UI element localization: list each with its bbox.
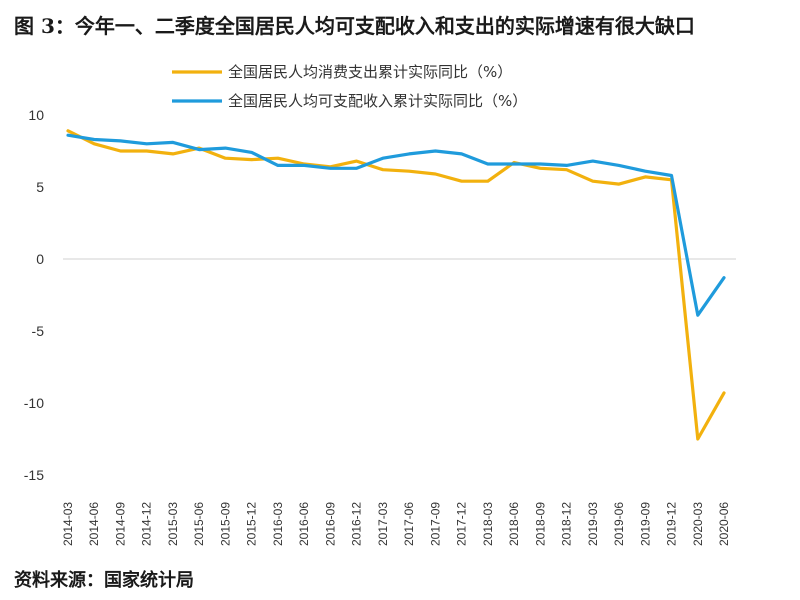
consumption-expenditure-line xyxy=(66,129,726,441)
x-tick-label: 2016-03 xyxy=(271,502,285,546)
x-tick-label: 2019-06 xyxy=(612,502,626,546)
x-tick-label: 2014-06 xyxy=(87,502,101,546)
y-tick-label: -10 xyxy=(24,395,44,411)
data-source-note: 资料来源：国家统计局 xyxy=(14,570,194,591)
x-tick-label: 2018-09 xyxy=(533,502,547,546)
x-tick-label: 2015-06 xyxy=(192,502,206,546)
disposable-income-line xyxy=(66,133,726,317)
x-tick-label: 2015-09 xyxy=(218,502,232,546)
x-tick-label: 2018-03 xyxy=(481,502,495,546)
x-tick-label: 2020-06 xyxy=(717,502,731,546)
chart-title: 图 3：今年一、二季度全国居民人均可支配收入和支出的实际增速有很大缺口 xyxy=(14,14,695,38)
x-tick-label: 2017-03 xyxy=(376,502,390,546)
x-tick-label: 2014-03 xyxy=(61,502,75,546)
y-tick-label: 10 xyxy=(28,107,44,123)
x-tick-label: 2015-12 xyxy=(245,502,259,546)
x-tick-label: 2020-03 xyxy=(691,502,705,546)
x-tick-label: 2017-06 xyxy=(402,502,416,546)
x-tick-label: 2018-06 xyxy=(507,502,521,546)
legend-label: 全国居民人均可支配收入累计实际同比（%） xyxy=(228,92,527,110)
x-tick-label: 2018-12 xyxy=(560,502,574,546)
x-tick-label: 2017-12 xyxy=(455,502,469,546)
x-tick-label: 2014-09 xyxy=(113,502,127,546)
y-tick-label: 5 xyxy=(36,179,44,195)
y-tick-label: -5 xyxy=(32,323,45,339)
x-tick-label: 2019-09 xyxy=(638,502,652,546)
x-tick-label: 2019-12 xyxy=(665,502,679,546)
x-tick-label: 2017-09 xyxy=(428,502,442,546)
y-tick-label: -15 xyxy=(24,467,44,483)
legend-label: 全国居民人均消费支出累计实际同比（%） xyxy=(228,63,512,81)
x-tick-label: 2015-03 xyxy=(166,502,180,546)
x-tick-label: 2019-03 xyxy=(586,502,600,546)
x-tick-label: 2016-09 xyxy=(323,502,337,546)
x-tick-label: 2016-12 xyxy=(350,502,364,546)
y-tick-label: 0 xyxy=(36,251,44,267)
x-tick-label: 2014-12 xyxy=(140,502,154,546)
x-tick-label: 2016-06 xyxy=(297,502,311,546)
